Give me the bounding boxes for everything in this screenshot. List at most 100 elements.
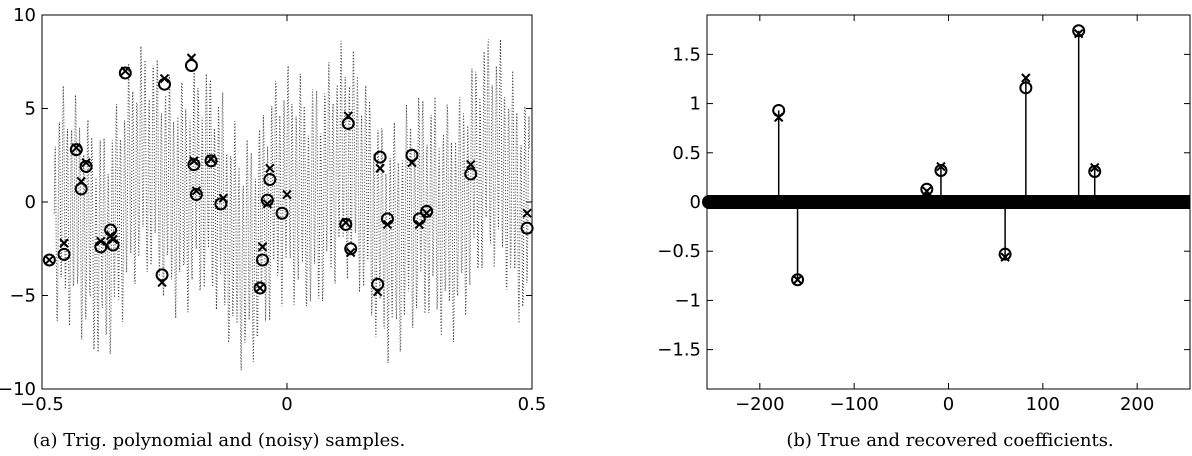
- sample-cross: [44, 255, 55, 265]
- right-x-tick-label: 100: [1026, 394, 1060, 415]
- sample-cross: [206, 154, 216, 164]
- right-y-tick-label: −1.5: [657, 340, 701, 361]
- sample-circle: [158, 77, 171, 91]
- sample-circle: [420, 204, 434, 218]
- recovered-coefficient-cross: [1000, 252, 1010, 262]
- sample-cross: [262, 199, 273, 209]
- sample-circle: [204, 154, 218, 168]
- right-x-tick-label: −100: [829, 394, 878, 415]
- left-x-tick-label: 0.5: [518, 394, 547, 415]
- true-coefficient-circle: [934, 164, 948, 178]
- right-chart-frame: [706, 14, 1191, 390]
- left-y-tick-label: −5: [9, 286, 36, 307]
- left-x-tick-label: 0: [281, 394, 292, 415]
- sample-circle: [106, 238, 120, 252]
- sample-cross: [375, 163, 385, 174]
- sample-circle: [260, 193, 274, 207]
- sample-cross: [255, 283, 265, 293]
- right-chart-stems: [772, 24, 1102, 287]
- sample-cross: [81, 158, 91, 168]
- left-chart-dotted-curve: [53, 38, 530, 371]
- recovered-coefficient-cross: [1073, 28, 1084, 39]
- true-coefficient-circle: [920, 182, 934, 196]
- sample-circle: [520, 221, 534, 235]
- sample-cross: [282, 189, 292, 200]
- sample-cross: [257, 242, 268, 252]
- true-coefficient-circle: [998, 247, 1012, 261]
- right-chart-zero-band: [702, 195, 1190, 209]
- right-y-tick-label: 1: [690, 94, 701, 115]
- right-x-tick-label: 0: [943, 394, 954, 415]
- zero-coefficients-band: [707, 195, 1190, 209]
- left-y-tick-label: 0: [25, 192, 36, 213]
- sample-circle: [184, 58, 198, 72]
- recovered-coefficient-cross: [922, 186, 932, 196]
- sample-circle: [57, 247, 71, 261]
- sample-cross: [341, 217, 351, 228]
- left-y-tick-label: −10: [0, 379, 36, 400]
- right-chart-ticks: −200 −100 0 100 200 −1.5 −1 −0.5 0 0.5 1 1.5: [657, 15, 1190, 415]
- sample-circle: [214, 197, 228, 211]
- sample-cross: [159, 73, 170, 84]
- sample-circle: [79, 159, 93, 173]
- sample-cross: [218, 193, 229, 203]
- sample-cross: [382, 219, 393, 230]
- sample-cross: [265, 163, 275, 174]
- sample-circle: [275, 206, 289, 220]
- right-chart-caption: (b) True and recovered coefficients.: [786, 430, 1113, 451]
- right-y-tick-label: 0: [690, 192, 701, 213]
- left-chart-caption: (a) Trig. polynomial and (noisy) samples…: [33, 430, 405, 451]
- trig-polynomial-curve: [53, 38, 530, 371]
- true-coefficient-circle: [1019, 81, 1033, 95]
- sample-circle: [74, 182, 88, 196]
- left-chart-markers: [42, 53, 534, 297]
- sample-circle: [187, 158, 201, 172]
- right-x-tick-label: −200: [735, 394, 784, 415]
- sample-cross: [108, 234, 118, 245]
- sample-cross: [76, 176, 86, 187]
- sample-circle: [69, 143, 83, 157]
- sample-circle: [256, 253, 269, 267]
- recovered-coefficient-cross: [1090, 162, 1100, 173]
- right-y-tick-label: 0.5: [672, 143, 701, 164]
- sample-cross: [345, 247, 356, 258]
- sample-cross: [343, 111, 353, 121]
- sample-cross: [71, 143, 82, 153]
- sample-circle: [42, 253, 56, 267]
- sample-cross: [522, 208, 532, 218]
- sample-circle: [263, 173, 277, 187]
- sample-cross: [372, 287, 383, 297]
- sample-circle: [380, 212, 394, 226]
- sample-cross: [414, 219, 425, 230]
- right-chart: −200 −100 0 100 200 −1.5 −1 −0.5 0 0.5 1 1.5 (b) Tr…: [657, 14, 1191, 451]
- sample-cross: [59, 238, 69, 248]
- sample-cross: [186, 53, 197, 63]
- sample-circle: [373, 150, 387, 164]
- sample-cross: [466, 159, 476, 170]
- sample-cross: [157, 277, 167, 288]
- sample-cross: [421, 208, 432, 218]
- sample-circle: [339, 217, 353, 231]
- sample-circle: [104, 223, 118, 237]
- right-y-tick-label: −0.5: [657, 241, 701, 262]
- sample-cross: [189, 156, 199, 166]
- sample-circle: [371, 277, 385, 291]
- recovered-coefficient-cross: [936, 161, 946, 172]
- sample-circle: [94, 240, 108, 254]
- recovered-coefficient-cross: [1021, 73, 1031, 83]
- sample-circle: [344, 242, 358, 256]
- left-chart-ticks: −0.5 0 0.5 −10 −5 0 5 10: [0, 5, 546, 415]
- true-coefficient-circle: [791, 273, 805, 287]
- left-y-tick-label: 10: [13, 5, 36, 26]
- sample-circle: [118, 66, 132, 80]
- sample-circle: [253, 281, 267, 295]
- sample-circle: [155, 268, 169, 282]
- left-x-tick-label: −0.5: [20, 394, 64, 415]
- sample-circle: [341, 116, 355, 130]
- sample-circle: [405, 148, 419, 162]
- recovered-coefficient-cross: [792, 275, 803, 285]
- left-y-tick-label: 5: [25, 99, 36, 120]
- true-coefficient-circle: [1072, 24, 1086, 38]
- sample-circle: [189, 188, 203, 202]
